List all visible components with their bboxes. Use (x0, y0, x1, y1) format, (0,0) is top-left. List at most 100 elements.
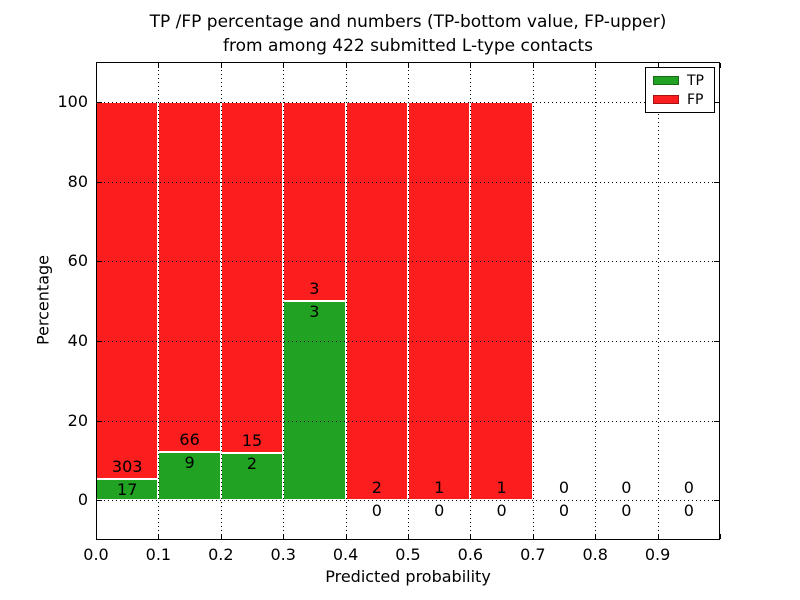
x-axis-tick (158, 534, 160, 539)
x-axis-top-tick (408, 63, 409, 68)
tp-count-label: 0 (496, 501, 507, 521)
fp-count-label: 303 (111, 457, 143, 476)
fp-count-label: 3 (309, 279, 320, 298)
tp-legend-swatch-icon (653, 76, 679, 85)
x-axis-top-tick (657, 63, 659, 68)
y-axis-right-tick (714, 500, 719, 502)
vertical-gridline (657, 62, 659, 540)
x-axis-top-tick (532, 63, 534, 68)
y-axis-tick (97, 500, 102, 502)
x-axis-top-tick (283, 63, 285, 68)
x-tick-label: 0.3 (270, 545, 296, 564)
y-axis-right-tick (714, 340, 719, 342)
x-tick-label: 0.2 (208, 545, 234, 564)
x-axis-top-tick (345, 63, 347, 68)
fp-count-label: 1 (434, 478, 445, 498)
x-axis-tick (470, 534, 472, 539)
fp-bar-segment (158, 101, 221, 453)
y-axis-right-tick (714, 181, 719, 183)
y-axis-tick (97, 340, 102, 342)
x-axis-top-tick (470, 63, 472, 68)
x-axis-tick (595, 534, 597, 539)
x-axis-top-tick (720, 63, 721, 68)
x-tick-label: 0.6 (457, 545, 484, 564)
tp-count-label: 9 (184, 453, 195, 473)
x-tick-label: 0.1 (145, 545, 172, 564)
x-axis-tick (720, 534, 721, 539)
x-axis-tick (220, 534, 222, 539)
legend-entry-fp: FP (653, 92, 707, 108)
x-axis-top-tick (595, 63, 597, 68)
tp-count-label: 2 (246, 454, 258, 474)
y-tick-label: 20 (67, 410, 88, 430)
fp-count-label: 66 (179, 430, 200, 450)
fp-count-label: 15 (241, 431, 263, 451)
vertical-gridline (470, 62, 472, 540)
fp-count-label: 1 (496, 478, 507, 498)
fp-bar-segment (96, 101, 159, 479)
tp-count-label: 17 (117, 480, 138, 499)
tp-bar-segment (283, 301, 346, 501)
fp-legend-swatch-icon (653, 95, 679, 104)
fp-bar-segment (220, 101, 284, 454)
vertical-gridline (158, 62, 160, 540)
x-tick-label: 0.7 (520, 545, 546, 564)
tp-bar-segment (158, 452, 221, 501)
legend-entry-tp: TP (653, 73, 707, 89)
y-axis-right-tick (714, 420, 719, 422)
y-axis-right-tick (714, 101, 719, 103)
x-axis-tick (532, 534, 534, 539)
x-tick-label: 0.5 (395, 545, 421, 564)
vertical-gridline (532, 62, 534, 540)
fp-count-label: 0 (683, 478, 694, 498)
vertical-gridline (283, 62, 285, 540)
horizontal-gridline (96, 101, 720, 103)
vertical-gridline (220, 62, 222, 540)
tp-count-label: 0 (621, 501, 632, 521)
y-tick-label: 40 (67, 330, 88, 350)
y-axis-tick (97, 261, 102, 263)
y-tick-label: 80 (67, 171, 88, 191)
y-tick-label: 0 (77, 490, 88, 510)
tp-count-label: 0 (434, 501, 445, 521)
horizontal-gridline (96, 181, 720, 183)
chart-title-line1: TP /FP percentage and numbers (TP-bottom… (149, 12, 667, 32)
tp-count-label: 3 (309, 302, 320, 321)
fp-count-label: 2 (371, 478, 382, 498)
horizontal-gridline (96, 340, 720, 342)
fp-count-label: 0 (621, 478, 632, 498)
x-axis-tick (408, 534, 409, 539)
x-axis-top-tick (220, 63, 222, 68)
x-axis-top-tick (158, 63, 160, 68)
legend-label-fp: FP (687, 91, 704, 108)
horizontal-gridline (96, 420, 720, 422)
y-axis-right-tick (714, 261, 719, 263)
vertical-gridline (408, 62, 409, 540)
y-tick-label: 100 (57, 91, 88, 111)
chart-title-line2: from among 422 submitted L-type contacts (222, 36, 593, 56)
horizontal-gridline (96, 500, 720, 502)
tp-count-label: 0 (558, 501, 570, 521)
y-axis-tick (97, 101, 102, 103)
x-tick-label: 0.9 (644, 545, 671, 564)
tp-count-label: 0 (683, 501, 694, 521)
tp-count-label: 0 (371, 501, 382, 521)
x-axis-label: Predicted probability (325, 567, 491, 586)
tp-bar-segment (220, 453, 284, 501)
x-axis-tick (657, 534, 659, 539)
chart-title: TP /FP percentage and numbers (TP-bottom… (96, 10, 720, 58)
x-tick-label: 0.8 (582, 545, 608, 564)
y-axis-tick (97, 420, 102, 422)
y-tick-label: 60 (67, 251, 88, 271)
y-axis-tick (97, 181, 102, 183)
x-tick-label: 0.4 (332, 545, 359, 564)
vertical-gridline (345, 62, 347, 540)
x-tick-label: 0.0 (83, 545, 109, 564)
vertical-gridline (595, 62, 597, 540)
legend: TP FP (645, 67, 715, 113)
legend-label-tp: TP (687, 72, 704, 89)
